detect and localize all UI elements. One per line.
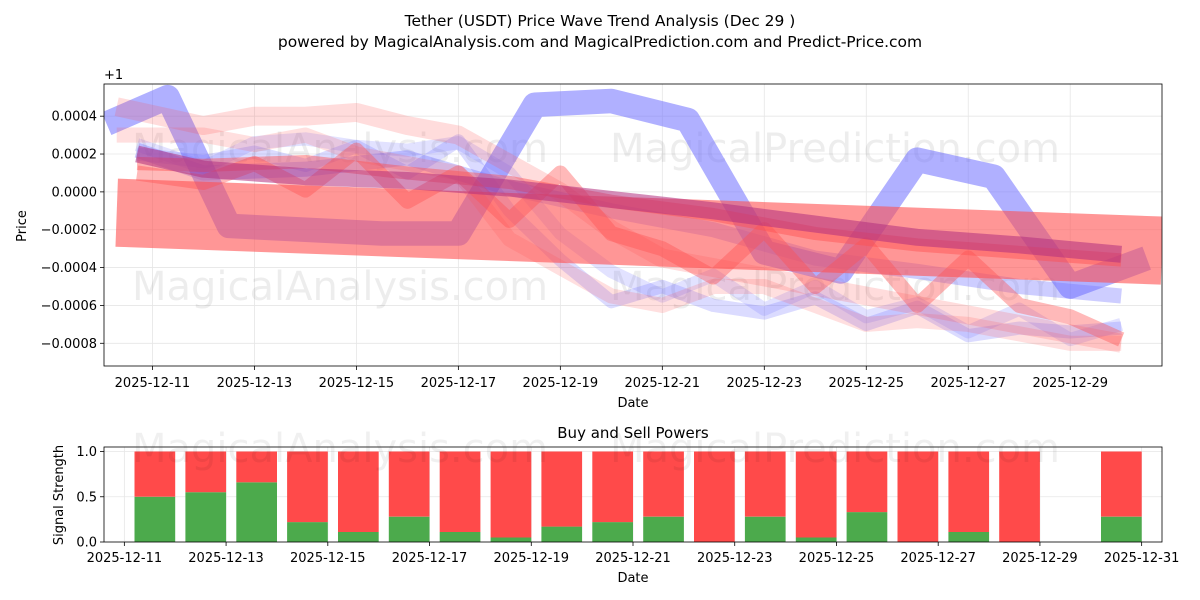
sell-power-bar bbox=[287, 451, 328, 523]
sell-power-bar bbox=[388, 451, 430, 517]
price-y-tick-label: −0.0002 bbox=[41, 223, 97, 238]
price-x-tick-label: 2025-12-13 bbox=[217, 376, 293, 391]
buy-power-bar bbox=[134, 496, 176, 542]
price-x-tick-label: 2025-12-23 bbox=[727, 376, 803, 391]
sell-power-bar bbox=[948, 451, 990, 532]
buy-sell-x-axis-label: Date bbox=[617, 571, 648, 586]
buy-sell-y-tick-label: 0.5 bbox=[76, 490, 97, 505]
buy-sell-y-tick-label: 1.0 bbox=[76, 445, 97, 460]
watermark-analysis-bottom: MagicalAnalysis.com bbox=[132, 426, 548, 472]
sell-power-bar bbox=[541, 451, 583, 527]
price-x-tick-label: 2025-12-29 bbox=[1032, 376, 1108, 391]
price-band-blue-wave-4 bbox=[134, 132, 1124, 347]
buy-power-bar bbox=[185, 492, 227, 542]
buy-power-bar bbox=[744, 516, 786, 542]
buy-power-bar bbox=[490, 537, 532, 542]
price-x-tick-label: 2025-12-15 bbox=[319, 376, 395, 391]
price-x-tick-label: 2025-12-11 bbox=[115, 376, 191, 391]
buy-power-bar bbox=[643, 516, 684, 542]
sell-power-bar bbox=[795, 451, 837, 538]
buy-sell-x-tick-label: 2025-12-19 bbox=[493, 551, 569, 566]
sell-power-bar bbox=[897, 451, 939, 542]
sell-power-bar bbox=[134, 451, 176, 497]
sell-power-bar bbox=[1101, 451, 1142, 517]
buy-power-bar bbox=[795, 537, 837, 542]
price-bands bbox=[104, 84, 1162, 353]
buy-power-bar bbox=[236, 482, 277, 542]
sell-power-bar bbox=[999, 451, 1040, 542]
buy-sell-y-ticks: 0.0 0.5 1.0 bbox=[76, 445, 104, 551]
price-y-ticks: 0.0004 0.0002 0.0000 −0.0002 −0.0004 −0.0006 −… bbox=[41, 110, 104, 352]
sell-power-bar bbox=[846, 451, 888, 513]
buy-power-bar bbox=[846, 512, 888, 542]
buy-power-bar bbox=[1101, 516, 1142, 542]
buy-sell-x-tick-label: 2025-12-17 bbox=[392, 551, 468, 566]
price-band-red-wave-4 bbox=[116, 127, 1122, 351]
sell-power-bar bbox=[338, 451, 379, 532]
buy-sell-x-tick-label: 2025-12-27 bbox=[900, 551, 976, 566]
price-x-tick-label: 2025-12-27 bbox=[930, 376, 1006, 391]
buy-sell-x-tick-label: 2025-12-29 bbox=[1002, 551, 1078, 566]
buy-sell-bars bbox=[134, 451, 1142, 542]
buy-power-bar bbox=[439, 532, 481, 542]
price-y-tick-label: −0.0004 bbox=[41, 261, 97, 276]
buy-power-bar bbox=[388, 516, 430, 542]
buy-power-bar bbox=[287, 522, 328, 542]
watermark-analysis: MagicalAnalysis.com bbox=[132, 264, 548, 310]
sell-power-bar bbox=[643, 451, 684, 517]
price-x-tick-label: 2025-12-21 bbox=[625, 376, 701, 391]
sell-power-bar bbox=[236, 451, 277, 483]
buy-sell-x-tick-label: 2025-12-23 bbox=[697, 551, 773, 566]
price-band-purple-overlay bbox=[135, 145, 1122, 263]
sell-power-bar bbox=[592, 451, 633, 523]
page-subtitle: powered by MagicalAnalysis.com and Magic… bbox=[278, 33, 922, 51]
sell-power-bar bbox=[694, 451, 735, 542]
watermark-prediction-bottom: MagicalPrediction.com bbox=[610, 426, 1060, 472]
buy-sell-x-tick-label: 2025-12-25 bbox=[799, 551, 875, 566]
buy-sell-x-ticks: 2025-12-11 2025-12-13 2025-12-15 2025-12-17… bbox=[87, 542, 1180, 566]
buy-power-bar bbox=[541, 526, 583, 542]
buy-sell-y-tick-label: 0.0 bbox=[76, 536, 97, 551]
price-band-blue-wave-3 bbox=[136, 134, 1122, 343]
buy-power-bar bbox=[592, 522, 633, 542]
sell-power-bar bbox=[439, 451, 481, 532]
price-x-tick-label: 2025-12-17 bbox=[421, 376, 497, 391]
price-x-ticks: 2025-12-11 2025-12-13 2025-12-15 2025-12-17… bbox=[115, 366, 1108, 391]
price-offset-label: +1 bbox=[104, 68, 123, 83]
buy-power-bar bbox=[338, 532, 379, 542]
price-wave-chart: MagicalAnalysis.com MagicalPrediction.co… bbox=[15, 68, 1163, 411]
sell-power-bar bbox=[185, 451, 227, 493]
price-x-tick-label: 2025-12-25 bbox=[828, 376, 904, 391]
buy-sell-x-tick-label: 2025-12-13 bbox=[188, 551, 264, 566]
price-watermarks: MagicalAnalysis.com MagicalPrediction.co… bbox=[132, 126, 1060, 310]
buy-sell-x-tick-label: 2025-12-11 bbox=[87, 551, 163, 566]
buy-sell-title: Buy and Sell Powers bbox=[557, 424, 709, 442]
price-band-red-wave-3 bbox=[114, 97, 1123, 353]
price-y-tick-label: 0.0002 bbox=[52, 148, 98, 163]
buy-sell-chart: Buy and Sell Powers MagicalAnalysis.com … bbox=[52, 424, 1179, 586]
price-y-tick-label: −0.0006 bbox=[41, 299, 97, 314]
price-x-tick-label: 2025-12-19 bbox=[523, 376, 599, 391]
page-title: Tether (USDT) Price Wave Trend Analysis … bbox=[404, 12, 796, 30]
buy-sell-x-tick-label: 2025-12-15 bbox=[290, 551, 366, 566]
buy-sell-y-axis-label: Signal Strength bbox=[52, 445, 67, 545]
price-y-tick-label: 0.0004 bbox=[52, 110, 98, 125]
sell-power-bar bbox=[490, 451, 532, 538]
price-y-tick-label: −0.0008 bbox=[41, 337, 97, 352]
price-y-axis-label: Price bbox=[15, 210, 30, 242]
buy-sell-x-tick-label: 2025-12-31 bbox=[1104, 551, 1180, 566]
price-x-axis-label: Date bbox=[617, 396, 648, 411]
buy-sell-x-tick-label: 2025-12-21 bbox=[595, 551, 671, 566]
sell-power-bar bbox=[744, 451, 786, 517]
price-y-tick-label: 0.0000 bbox=[52, 185, 98, 200]
buy-power-bar bbox=[948, 532, 990, 542]
price-plot-frame bbox=[103, 83, 1163, 367]
